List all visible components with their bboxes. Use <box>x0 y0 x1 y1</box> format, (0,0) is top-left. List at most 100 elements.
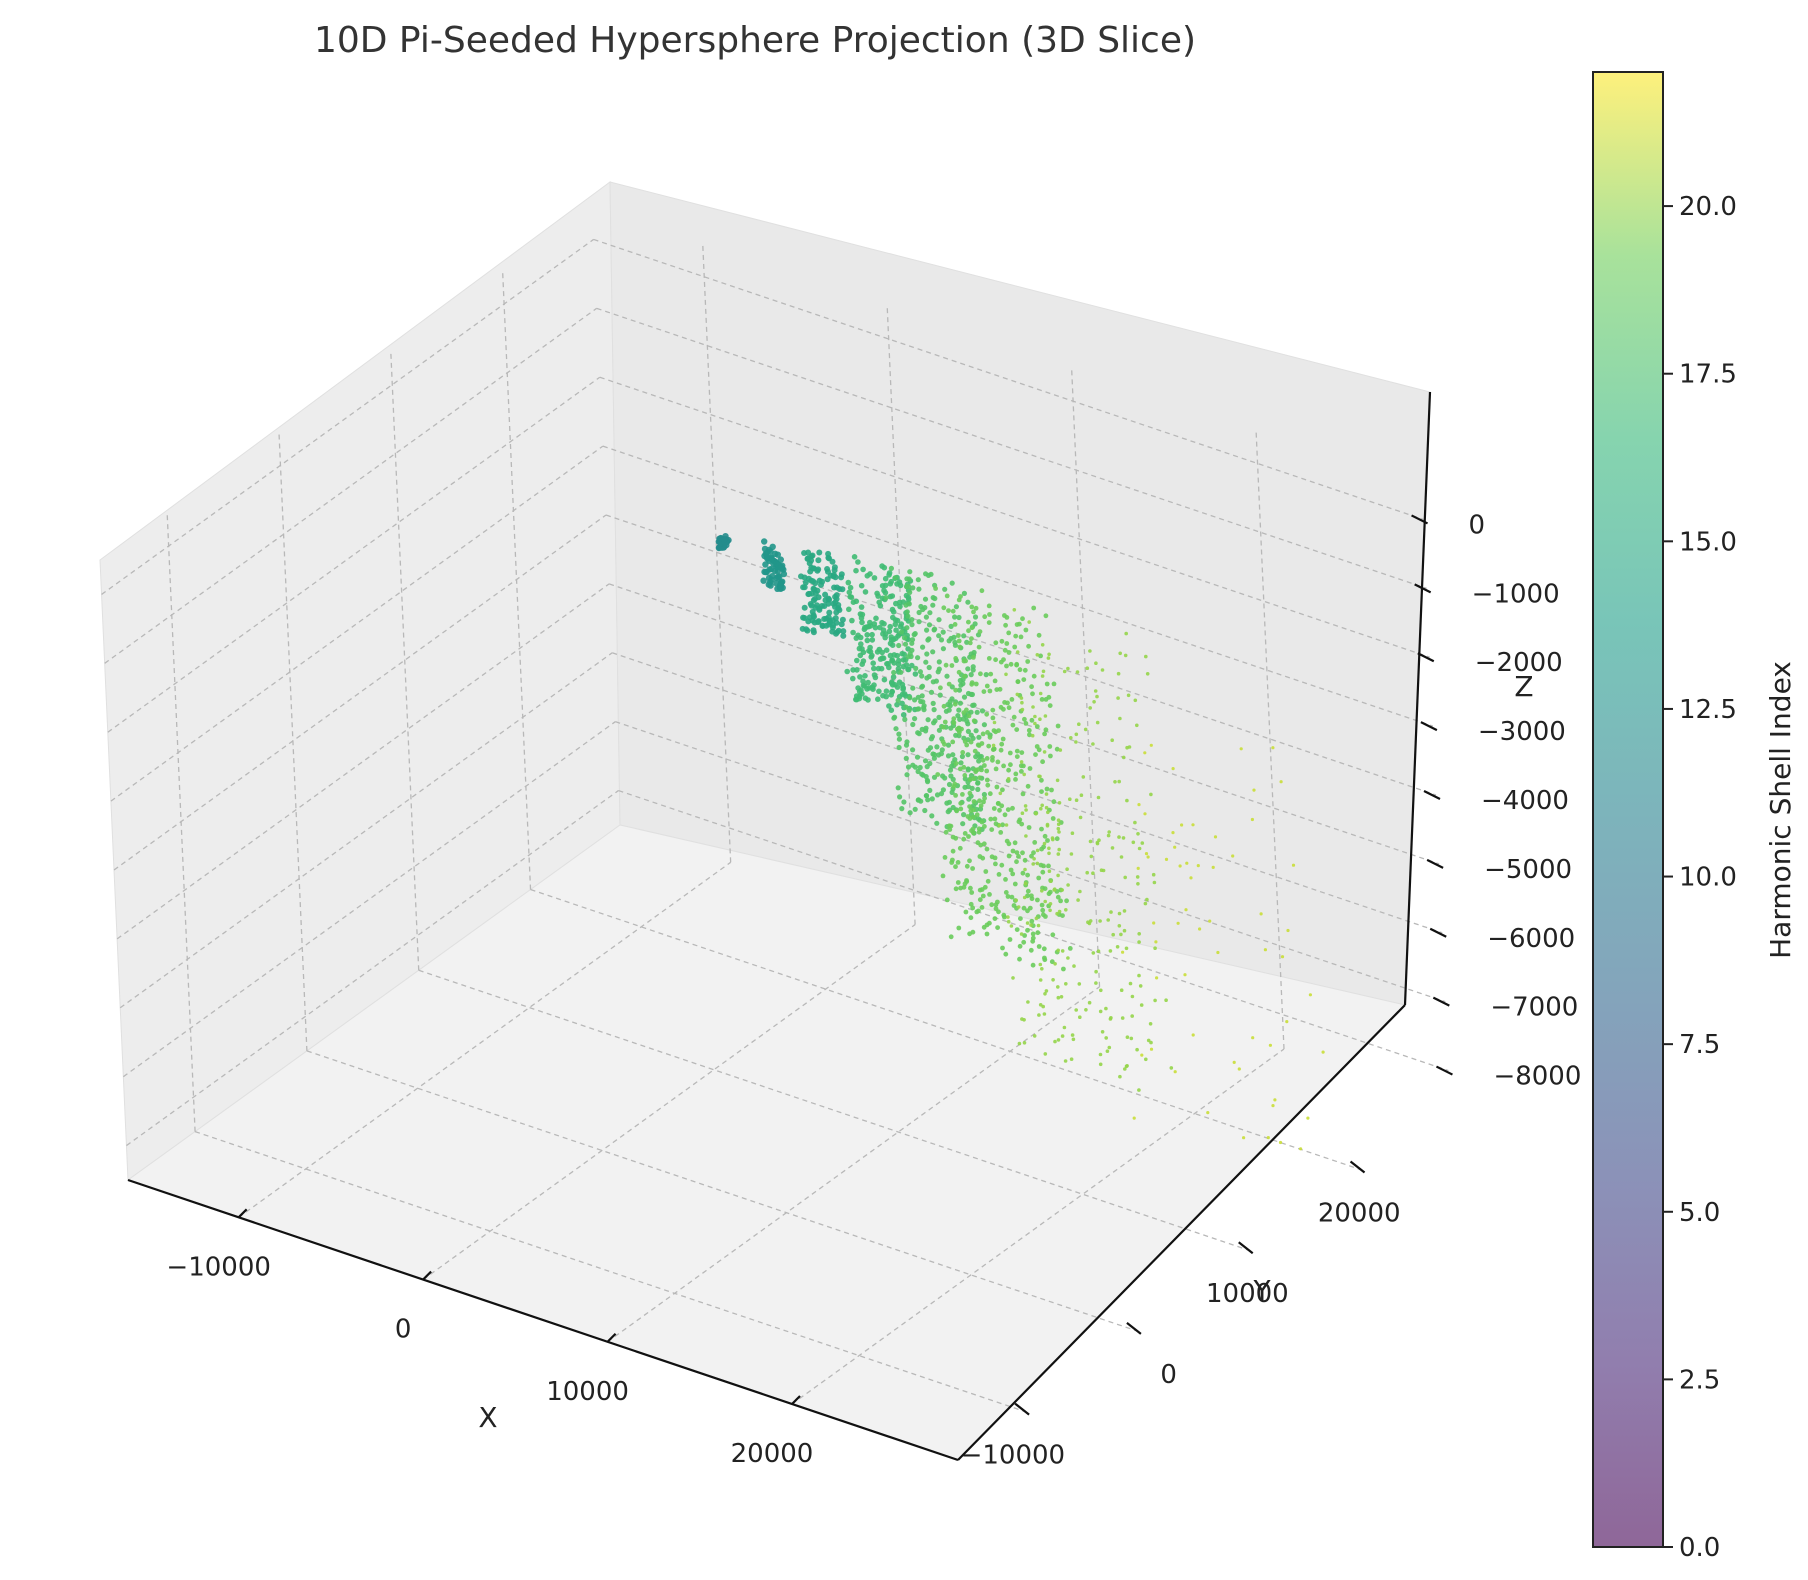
data-point <box>937 692 943 698</box>
data-point <box>1153 998 1157 1003</box>
data-point <box>976 644 982 650</box>
data-point <box>956 707 962 713</box>
data-point <box>859 611 866 618</box>
data-point <box>1085 870 1089 875</box>
data-point <box>1108 1017 1113 1021</box>
y-axis-label: Y <box>1252 1274 1271 1307</box>
data-point <box>1055 723 1061 729</box>
data-point <box>1056 985 1060 989</box>
data-point <box>1046 656 1051 660</box>
data-point <box>1104 1036 1108 1040</box>
data-point <box>950 608 956 614</box>
data-point <box>869 637 876 643</box>
data-point <box>777 564 784 571</box>
data-point <box>1042 1012 1047 1016</box>
data-point <box>1069 1057 1074 1061</box>
data-point <box>1095 720 1100 725</box>
data-point <box>1140 841 1145 845</box>
data-point <box>953 761 959 766</box>
data-point <box>801 604 808 611</box>
data-point <box>1144 1057 1148 1062</box>
data-point <box>962 773 968 778</box>
data-point <box>978 671 983 677</box>
data-point <box>970 702 976 709</box>
data-point <box>1047 744 1053 749</box>
z-grid-left <box>107 376 601 733</box>
data-point <box>967 816 973 821</box>
data-point <box>780 570 788 578</box>
data-point <box>1040 674 1045 678</box>
data-point <box>909 662 915 669</box>
data-point <box>892 575 898 581</box>
data-point <box>870 660 876 666</box>
data-point <box>1164 998 1168 1002</box>
data-point <box>935 772 941 777</box>
data-point <box>1137 1088 1141 1092</box>
data-point <box>1021 939 1027 945</box>
data-point <box>1279 780 1283 784</box>
data-point <box>1012 840 1018 846</box>
data-point <box>1015 650 1020 654</box>
data-point <box>888 565 895 572</box>
data-point <box>1125 798 1129 803</box>
data-point <box>1039 697 1045 702</box>
data-point <box>1099 988 1103 993</box>
data-point <box>855 559 861 565</box>
data-point <box>864 637 871 644</box>
y-tick-mark <box>1126 1322 1142 1335</box>
data-point <box>1027 620 1031 624</box>
data-point <box>1106 918 1110 922</box>
data-point <box>1004 663 1009 669</box>
data-point <box>1123 1067 1127 1071</box>
data-point <box>887 652 894 659</box>
data-point <box>973 754 979 760</box>
data-point <box>1051 799 1057 805</box>
data-point <box>928 689 935 695</box>
z-tick-label: −4000 <box>1481 786 1569 816</box>
z-grid-left <box>110 445 604 802</box>
data-point <box>909 622 915 628</box>
data-point <box>925 747 931 753</box>
data-point <box>1110 846 1115 850</box>
data-point <box>1216 950 1220 955</box>
data-point <box>948 623 954 630</box>
data-point <box>916 609 922 616</box>
data-point <box>888 578 894 585</box>
data-point <box>1145 897 1149 902</box>
data-point <box>1036 875 1042 881</box>
data-point <box>975 780 981 786</box>
z-grid-right <box>605 514 1437 796</box>
data-point <box>801 615 808 621</box>
data-point <box>825 595 832 602</box>
data-point <box>1121 836 1126 840</box>
data-point <box>961 694 968 700</box>
data-point <box>977 854 983 859</box>
data-point <box>976 826 982 832</box>
data-point <box>1139 1003 1144 1007</box>
data-point <box>1001 763 1006 769</box>
data-point <box>1025 659 1031 664</box>
data-point <box>1054 836 1060 842</box>
data-point <box>844 668 850 675</box>
data-point <box>1178 864 1182 868</box>
data-point <box>884 661 890 667</box>
data-point <box>1023 804 1028 808</box>
data-point <box>871 665 877 672</box>
data-point <box>923 571 929 577</box>
data-point <box>812 590 819 597</box>
data-point <box>1011 903 1017 908</box>
data-point <box>850 629 856 636</box>
data-point <box>931 720 937 726</box>
data-point <box>1094 969 1098 974</box>
data-point <box>1115 945 1120 949</box>
data-point <box>1014 661 1020 667</box>
data-point <box>1206 1111 1210 1115</box>
data-point <box>912 697 918 703</box>
data-point <box>950 776 956 783</box>
data-point <box>1020 811 1025 815</box>
data-point <box>854 657 860 664</box>
data-point <box>832 615 839 622</box>
data-point <box>920 644 926 650</box>
data-point <box>1151 872 1156 877</box>
data-point <box>905 613 911 619</box>
